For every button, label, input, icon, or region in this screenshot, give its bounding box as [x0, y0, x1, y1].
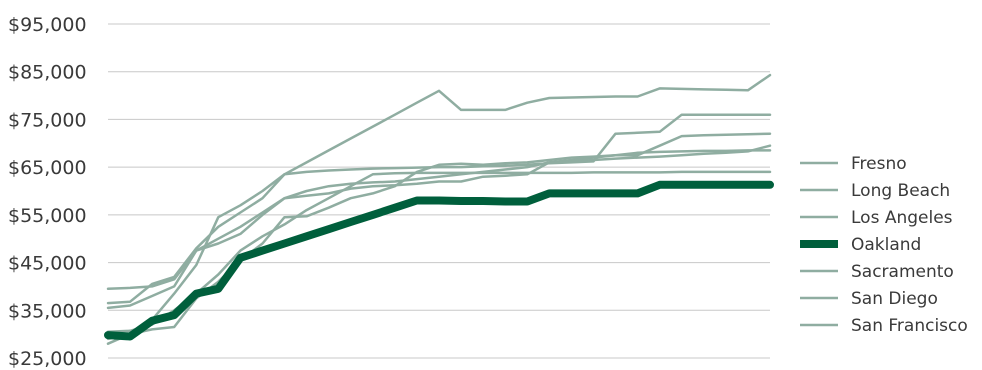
series-line-los-angeles	[106, 113, 772, 305]
series-line-san-francisco	[106, 73, 772, 341]
y-tick-label: $75,000	[8, 109, 87, 131]
series-line-fresno	[106, 149, 772, 310]
series-lines	[104, 73, 774, 345]
legend-label: San Francisco	[851, 316, 968, 336]
y-tick-label: $25,000	[8, 348, 87, 370]
y-axis-tick-labels: $25,000 $35,000 $45,000 $55,000 $65,000 $75,0…	[8, 14, 87, 370]
series-line-san-diego	[106, 132, 772, 345]
y-tick-label: $35,000	[8, 300, 87, 322]
legend-label: Fresno	[851, 154, 907, 174]
legend: Fresno Long Beach Los Angeles Oakland Sacram…	[800, 154, 968, 336]
series-line-long-beach	[106, 144, 772, 291]
y-tick-label: $85,000	[8, 62, 87, 84]
y-tick-label: $95,000	[8, 14, 87, 36]
y-tick-label: $55,000	[8, 205, 87, 227]
y-tick-label: $65,000	[8, 157, 87, 179]
legend-label: San Diego	[851, 289, 938, 309]
series-line-oakland	[104, 180, 774, 341]
series-line-sacramento	[106, 170, 772, 334]
legend-label: Sacramento	[851, 262, 954, 282]
legend-label: Los Angeles	[851, 208, 953, 228]
y-tick-label: $45,000	[8, 253, 87, 275]
gridlines	[108, 23, 770, 359]
legend-label: Long Beach	[851, 181, 950, 201]
legend-label: Oakland	[851, 235, 921, 255]
